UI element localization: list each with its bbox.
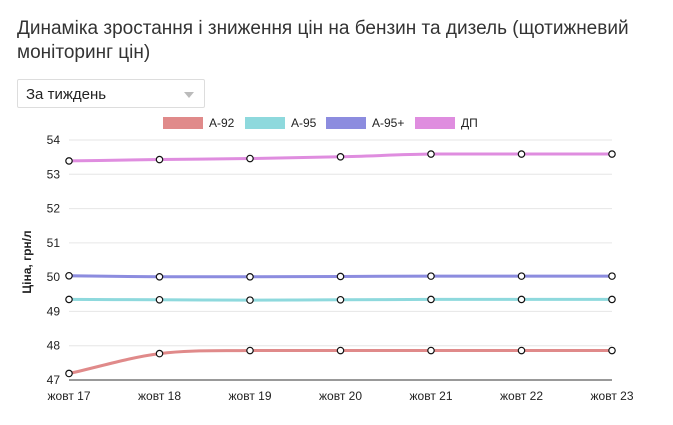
- y-axis-label: Ціна, грн/л: [20, 230, 34, 293]
- y-tick-label: 52: [47, 202, 61, 216]
- data-point[interactable]: [608, 346, 616, 355]
- legend-swatch[interactable]: [326, 117, 366, 129]
- data-point[interactable]: [517, 150, 526, 158]
- data-point[interactable]: [336, 346, 345, 355]
- data-point[interactable]: [155, 295, 164, 304]
- data-point[interactable]: [65, 271, 73, 280]
- data-point[interactable]: [155, 155, 164, 164]
- data-point[interactable]: [246, 272, 254, 281]
- data-point[interactable]: [336, 153, 345, 161]
- x-tick-label: жовт 18: [138, 389, 181, 403]
- x-tick-label: жовт 19: [229, 389, 272, 403]
- data-point[interactable]: [517, 272, 526, 280]
- data-point[interactable]: [517, 346, 526, 355]
- x-tick-label: жовт 17: [48, 389, 91, 403]
- x-tick-label: жовт 23: [591, 389, 634, 403]
- data-point[interactable]: [65, 369, 73, 378]
- data-point[interactable]: [427, 295, 435, 304]
- legend-swatch[interactable]: [163, 117, 203, 129]
- y-tick-label: 49: [47, 304, 61, 318]
- data-point[interactable]: [246, 346, 254, 355]
- y-tick-label: 51: [47, 236, 61, 250]
- data-point[interactable]: [427, 150, 435, 158]
- data-point[interactable]: [427, 346, 435, 355]
- data-point[interactable]: [517, 295, 526, 304]
- data-point[interactable]: [65, 157, 73, 165]
- x-tick-label: жовт 22: [500, 389, 543, 403]
- legend-swatch[interactable]: [245, 117, 285, 129]
- data-point[interactable]: [336, 272, 345, 281]
- data-point[interactable]: [246, 154, 254, 163]
- data-point[interactable]: [427, 272, 435, 280]
- data-point[interactable]: [608, 150, 616, 158]
- legend-label[interactable]: А-95+: [372, 116, 404, 130]
- data-point[interactable]: [336, 295, 345, 304]
- data-point[interactable]: [65, 295, 73, 304]
- period-select[interactable]: За тиждень: [17, 79, 205, 108]
- data-point[interactable]: [155, 349, 164, 358]
- data-point[interactable]: [608, 295, 616, 304]
- chart-title: Динаміка зростання і зниження цін на бен…: [17, 18, 629, 63]
- y-tick-label: 47: [47, 373, 61, 387]
- legend-swatch[interactable]: [415, 117, 455, 129]
- x-tick-label: жовт 20: [319, 389, 362, 403]
- period-select-value: За тиждень: [26, 86, 107, 103]
- y-tick-label: 48: [47, 339, 61, 353]
- data-point[interactable]: [246, 296, 254, 304]
- x-tick-label: жовт 21: [410, 389, 453, 403]
- legend-label[interactable]: А-95: [291, 116, 317, 130]
- y-tick-label: 54: [47, 133, 61, 147]
- y-tick-label: 53: [47, 167, 61, 181]
- legend-label[interactable]: А-92: [209, 116, 235, 130]
- chevron-down-icon[interactable]: [184, 92, 194, 98]
- data-point[interactable]: [608, 272, 616, 280]
- legend-label[interactable]: ДП: [461, 116, 478, 130]
- data-point[interactable]: [155, 272, 164, 281]
- y-tick-label: 50: [47, 270, 61, 284]
